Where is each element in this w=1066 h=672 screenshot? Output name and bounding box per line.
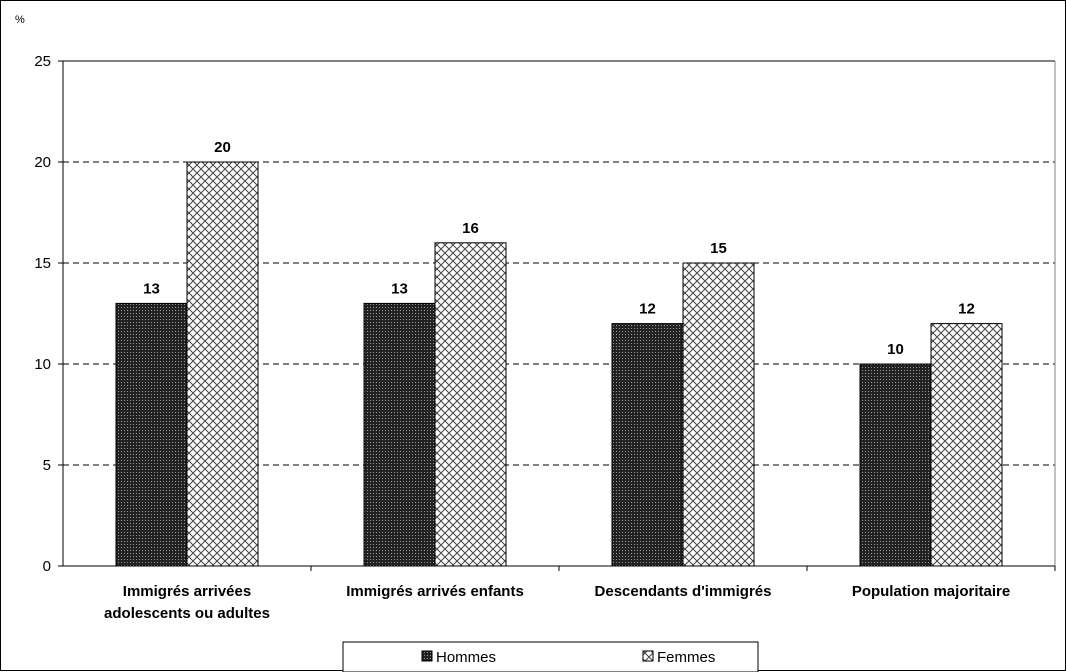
data-label: 13 — [143, 280, 160, 297]
y-tick-label: 15 — [34, 255, 51, 272]
bar-hommes — [611, 323, 684, 567]
y-tick-label: 25 — [34, 53, 51, 70]
y-unit-label: % — [15, 14, 25, 26]
legend: Hommes Femmes — [342, 641, 759, 672]
bar-femmes — [186, 161, 259, 567]
category-label: Population majoritaire — [852, 583, 1010, 600]
bar-femmes — [682, 262, 755, 567]
bar-femmes — [930, 323, 1003, 567]
category-label: Immigrés arrivés enfants — [346, 583, 524, 600]
bar-femmes — [434, 242, 507, 567]
legend-swatch-hommes — [421, 650, 433, 662]
axes: 0 5 10 15 20 25 — [34, 53, 1056, 575]
data-label: 16 — [462, 220, 479, 237]
y-tick-label: 5 — [43, 457, 51, 474]
y-tick-label: 0 — [43, 558, 51, 575]
bar-hommes — [859, 363, 932, 567]
bar-hommes — [363, 302, 436, 567]
category-label: Descendants d'immigrés — [595, 583, 772, 600]
data-label: 20 — [214, 139, 231, 156]
data-label: 13 — [391, 280, 408, 297]
bar-hommes — [115, 302, 188, 567]
category-label: adolescents ou adultes — [104, 605, 270, 622]
legend-swatch-femmes — [642, 650, 654, 662]
data-label: 12 — [958, 301, 975, 318]
legend-label-femmes: Femmes — [657, 649, 715, 666]
legend-box — [342, 641, 759, 672]
y-tick-label: 20 — [34, 154, 51, 171]
data-label: 15 — [710, 240, 727, 257]
y-tick-label: 10 — [34, 356, 51, 373]
data-label: 12 — [639, 301, 656, 318]
legend-label-hommes: Hommes — [436, 649, 496, 666]
data-label: 10 — [887, 341, 904, 358]
category-label: Immigrés arrivées — [123, 583, 251, 600]
bars — [115, 161, 1003, 567]
labels: 13 20 Immigrés arrivées adolescents ou adul… — [104, 139, 1010, 622]
